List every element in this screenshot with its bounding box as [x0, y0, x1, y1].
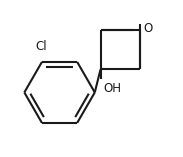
Text: O: O	[143, 22, 152, 35]
Text: OH: OH	[104, 82, 122, 95]
Text: Cl: Cl	[35, 40, 47, 53]
